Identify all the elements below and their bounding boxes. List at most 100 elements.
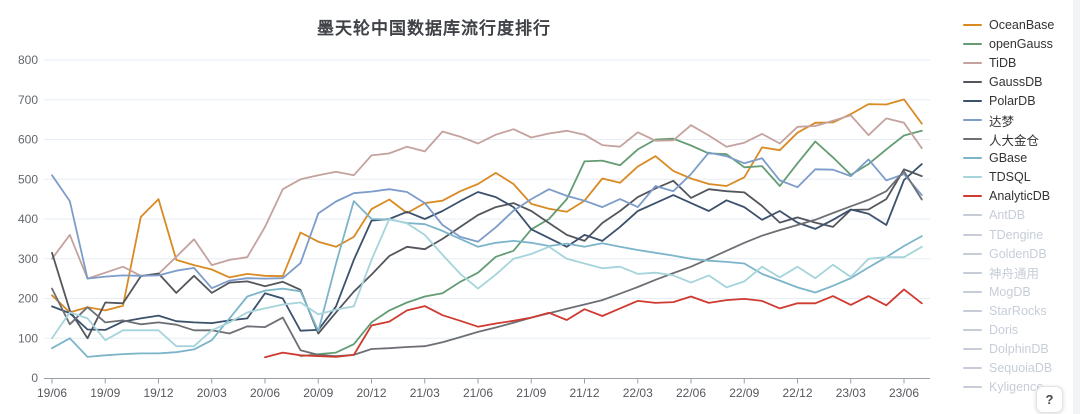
series-line-GaussDB [51,168,923,340]
series-line-openGauss [299,129,923,358]
x-tick-label: 20/12 [356,386,386,400]
x-tick-label: 19/12 [143,386,173,400]
legend-line-swatch [963,61,982,64]
series-line-OceanBase [51,98,923,314]
x-tick-label: 19/09 [90,386,120,400]
legend-item-AnalyticDB[interactable]: AnalyticDB [963,187,1073,206]
legend-label: TDSQL [989,170,1031,185]
help-button[interactable]: ? [1036,386,1063,413]
legend-item-达梦[interactable]: 达梦 [963,110,1073,129]
legend-item-GoldenDB[interactable]: GoldenDB [963,244,1073,263]
legend-label: GaussDB [989,74,1043,89]
legend-line-swatch [963,386,982,389]
legend-label: TDengine [989,227,1044,242]
series-line-TDSQL [51,218,923,348]
x-tick-label: 20/09 [303,386,333,400]
legend-line-swatch [963,233,982,236]
legend-line-swatch [963,195,982,198]
legend-item-TDengine[interactable]: TDengine [963,225,1073,244]
legend-line-swatch [963,309,982,312]
legend-line-swatch [963,329,982,332]
legend-line-swatch [963,252,982,255]
legend-label: MogDB [989,284,1031,299]
legend-item-StarRocks[interactable]: StarRocks [963,301,1073,320]
y-tick-label: 700 [18,93,38,107]
legend-label: GoldenDB [989,246,1047,261]
legend-line-swatch [963,271,982,274]
legend-line-swatch [963,348,982,351]
legend-label: Kyligence [989,380,1044,395]
legend-label: 神舟通用 [989,267,1040,282]
series-line-AnalyticDB [264,288,923,359]
legend-line-swatch [963,290,982,293]
y-tick-label: 800 [18,53,38,67]
series-line-PolarDB [51,163,923,332]
legend-label: PolarDB [989,93,1036,108]
x-tick-label: 21/06 [463,386,493,400]
y-tick-label: 200 [18,292,38,306]
legend-label: DolphinDB [989,342,1049,357]
y-tick-label: 100 [18,331,38,345]
chart-title: 墨天轮中国数据库流行度排行 [317,19,551,38]
x-tick-label: 22/03 [623,386,653,400]
series-line-人大金仓 [51,170,923,358]
legend-item-openGauss[interactable]: openGauss [963,34,1073,53]
series-line-达梦 [51,151,923,290]
legend-item-MogDB[interactable]: MogDB [963,282,1073,301]
y-tick-label: 500 [18,172,38,186]
x-tick-label: 22/09 [729,386,759,400]
legend-item-GBase[interactable]: GBase [963,149,1073,168]
scrollbar-track[interactable] [1073,0,1080,414]
legend-label: TiDB [989,55,1017,70]
legend-line-swatch [963,23,982,26]
legend-label: GBase [989,151,1028,166]
legend-line-swatch [963,80,982,83]
y-tick-label: 0 [31,371,38,385]
legend-item-OceanBase[interactable]: OceanBase [963,15,1073,34]
legend-label: OceanBase [989,17,1055,32]
legend-item-GaussDB[interactable]: GaussDB [963,72,1073,91]
legend-label: Doris [989,323,1019,338]
legend: OceanBase openGauss TiDB GaussDB PolarDB 达梦人大… [963,15,1073,397]
legend-label: 人大金仓 [989,133,1040,148]
legend-label: 达梦 [989,114,1015,129]
legend-line-swatch [963,367,982,370]
x-tick-label: 19/06 [37,386,67,400]
legend-item-SequoiaDB[interactable]: SequoiaDB [963,359,1073,378]
legend-line-swatch [963,138,982,141]
x-tick-label: 20/03 [197,386,227,400]
legend-label: AntDB [989,208,1026,223]
legend-line-swatch [963,214,982,217]
y-tick-label: 600 [18,133,38,147]
legend-line-swatch [963,119,982,122]
x-tick-label: 21/09 [516,386,546,400]
legend-label: StarRocks [989,303,1047,318]
legend-item-Kyligence[interactable]: Kyligence [963,378,1073,397]
series-line-GBase [51,200,923,358]
x-tick-label: 22/06 [676,386,706,400]
legend-line-swatch [963,176,982,179]
legend-item-神舟通用[interactable]: 神舟通用 [963,263,1073,282]
question-mark-icon: ? [1045,392,1054,407]
legend-item-TiDB[interactable]: TiDB [963,53,1073,72]
legend-item-AntDB[interactable]: AntDB [963,206,1073,225]
legend-item-PolarDB[interactable]: PolarDB [963,91,1073,110]
x-tick-label: 23/03 [836,386,866,400]
x-tick-label: 23/06 [889,386,919,400]
x-tick-label: 21/03 [410,386,440,400]
legend-item-DolphinDB[interactable]: DolphinDB [963,340,1073,359]
legend-item-Doris[interactable]: Doris [963,321,1073,340]
legend-item-人大金仓[interactable]: 人大金仓 [963,130,1073,149]
x-tick-label: 21/12 [569,386,599,400]
y-tick-label: 300 [18,252,38,266]
legend-line-swatch [963,42,982,45]
series-line-TiDB [51,114,923,280]
legend-label: AnalyticDB [989,189,1051,204]
legend-item-TDSQL[interactable]: TDSQL [963,168,1073,187]
legend-label: SequoiaDB [989,361,1053,376]
x-tick-label: 20/06 [250,386,280,400]
legend-label: openGauss [989,36,1053,51]
chart-svg: 0 100 200 300 400 500 600 700 800 19/06 19/09 19/12… [18,53,930,400]
legend-line-swatch [963,157,982,160]
